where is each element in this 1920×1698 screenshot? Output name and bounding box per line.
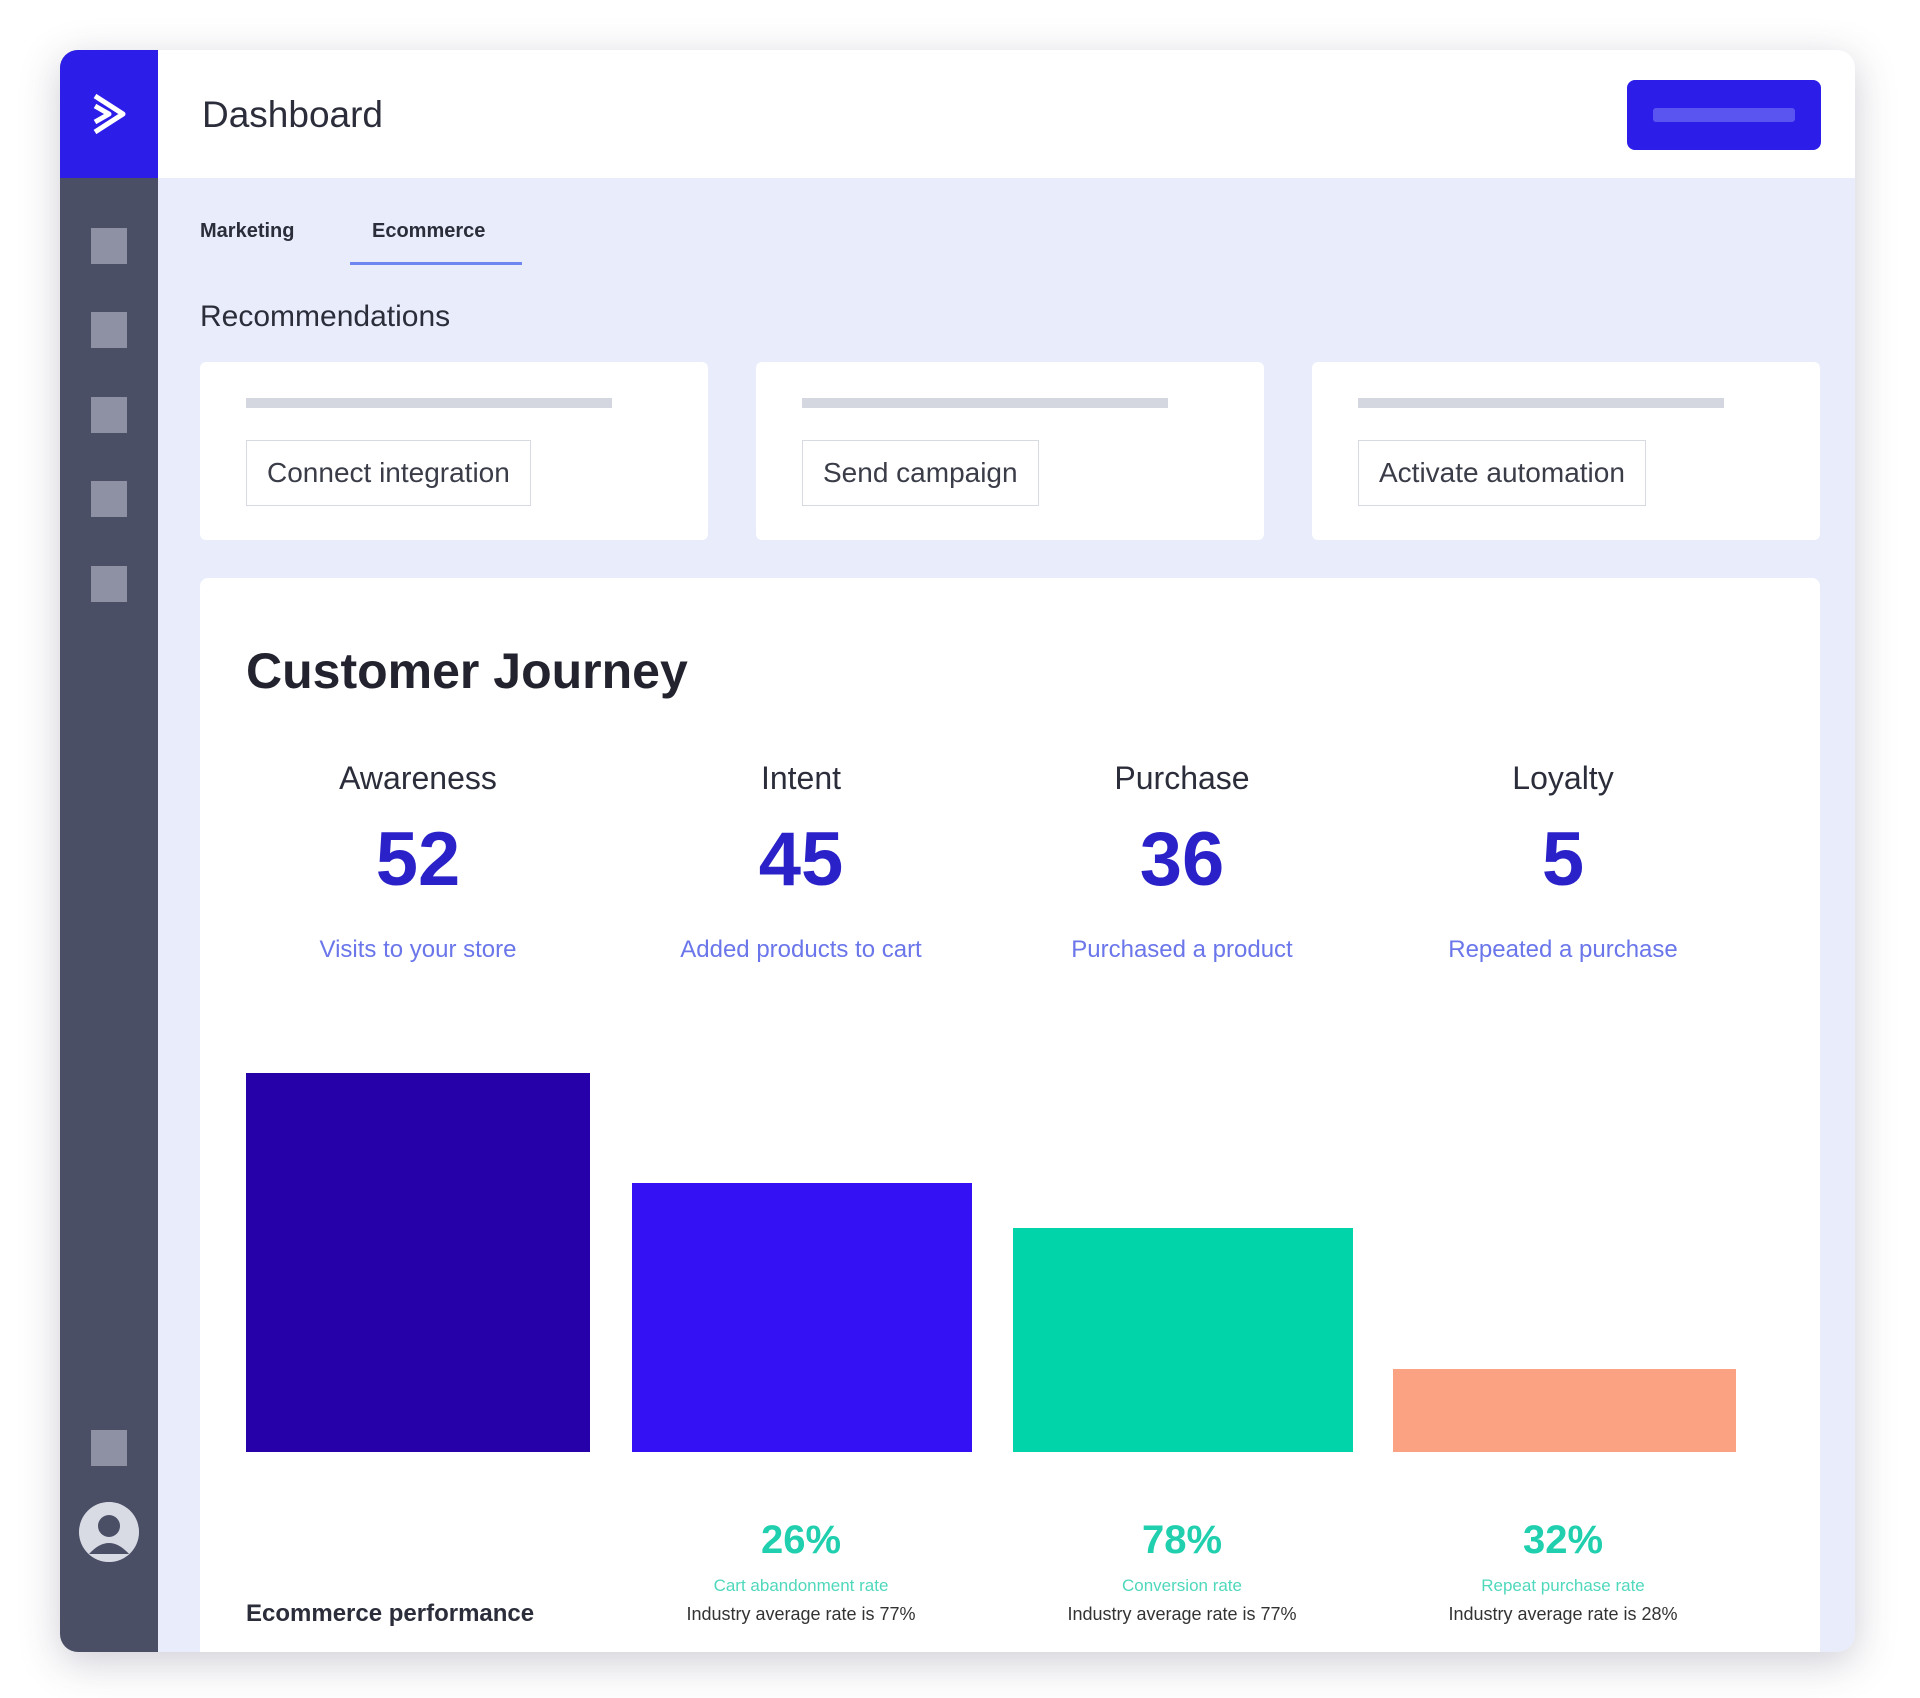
journey-bar-intent xyxy=(632,1183,972,1452)
stage-value: 36 xyxy=(1139,817,1225,902)
chevron-logo-icon xyxy=(93,93,126,135)
user-avatar-icon[interactable] xyxy=(79,1502,139,1562)
journey-title: Customer Journey xyxy=(246,643,688,699)
recommendation-card: Connect integration xyxy=(200,362,708,540)
sidebar-item-settings[interactable] xyxy=(91,1430,127,1466)
metric-value: 32% xyxy=(1522,1518,1604,1562)
ecommerce-performance-label: Ecommerce performance xyxy=(246,1600,535,1627)
sidebar-item-1[interactable] xyxy=(91,228,127,264)
recommendation-card: Send campaign xyxy=(756,362,1264,540)
sidebar xyxy=(60,50,158,1652)
activate-automation-button[interactable]: Activate automation xyxy=(1358,440,1646,506)
stage-label: Intent xyxy=(760,760,842,796)
sidebar-item-4[interactable] xyxy=(91,481,127,517)
stage-description: Purchased a product xyxy=(1071,936,1293,963)
journey-bar-purchase xyxy=(1013,1228,1353,1452)
tab-marketing[interactable]: Marketing xyxy=(200,220,295,242)
stage-description: Added products to cart xyxy=(680,936,922,963)
metric-value: 26% xyxy=(760,1518,842,1562)
page-title: Dashboard xyxy=(202,94,384,135)
metric-label: Conversion rate xyxy=(1121,1576,1242,1595)
active-tab-indicator xyxy=(350,262,522,265)
customer-journey-card: Customer Journey Awareness 52 Visits to yo… xyxy=(200,578,1820,1652)
header: Dashboard xyxy=(158,50,1855,178)
metric-label: Cart abandonment rate xyxy=(713,1576,889,1595)
stage-value: 5 xyxy=(1541,817,1585,902)
sidebar-item-5[interactable] xyxy=(91,566,127,602)
send-campaign-button[interactable]: Send campaign xyxy=(802,440,1039,506)
stage-description: Repeated a purchase xyxy=(1448,936,1678,963)
tab-ecommerce[interactable]: Ecommerce xyxy=(372,220,486,242)
primary-action-button[interactable] xyxy=(1627,80,1821,150)
connect-integration-button[interactable]: Connect integration xyxy=(246,440,531,506)
stage-label: Loyalty xyxy=(1512,760,1614,796)
industry-average: Industry average rate is 77% xyxy=(1067,1604,1297,1624)
journey-bar-loyalty xyxy=(1393,1369,1736,1452)
recommendation-card: Activate automation xyxy=(1312,362,1820,540)
industry-average: Industry average rate is 77% xyxy=(686,1604,916,1624)
recommendations-heading: Recommendations xyxy=(200,300,451,333)
sidebar-item-2[interactable] xyxy=(91,312,127,348)
industry-average: Industry average rate is 28% xyxy=(1448,1604,1678,1624)
sidebar-item-3[interactable] xyxy=(91,397,127,433)
stage-description: Visits to your store xyxy=(319,936,517,963)
journey-bar-awareness xyxy=(246,1073,590,1452)
stage-label: Purchase xyxy=(1114,760,1250,796)
stage-value: 45 xyxy=(758,817,844,902)
stage-label: Awareness xyxy=(339,760,497,796)
logo[interactable] xyxy=(60,50,158,178)
metric-label: Repeat purchase rate xyxy=(1481,1576,1645,1595)
app-window: Dashboard Marketing Ecommerce Recommenda… xyxy=(60,50,1855,1652)
stage-value: 52 xyxy=(375,817,461,902)
metric-value: 78% xyxy=(1141,1518,1223,1562)
